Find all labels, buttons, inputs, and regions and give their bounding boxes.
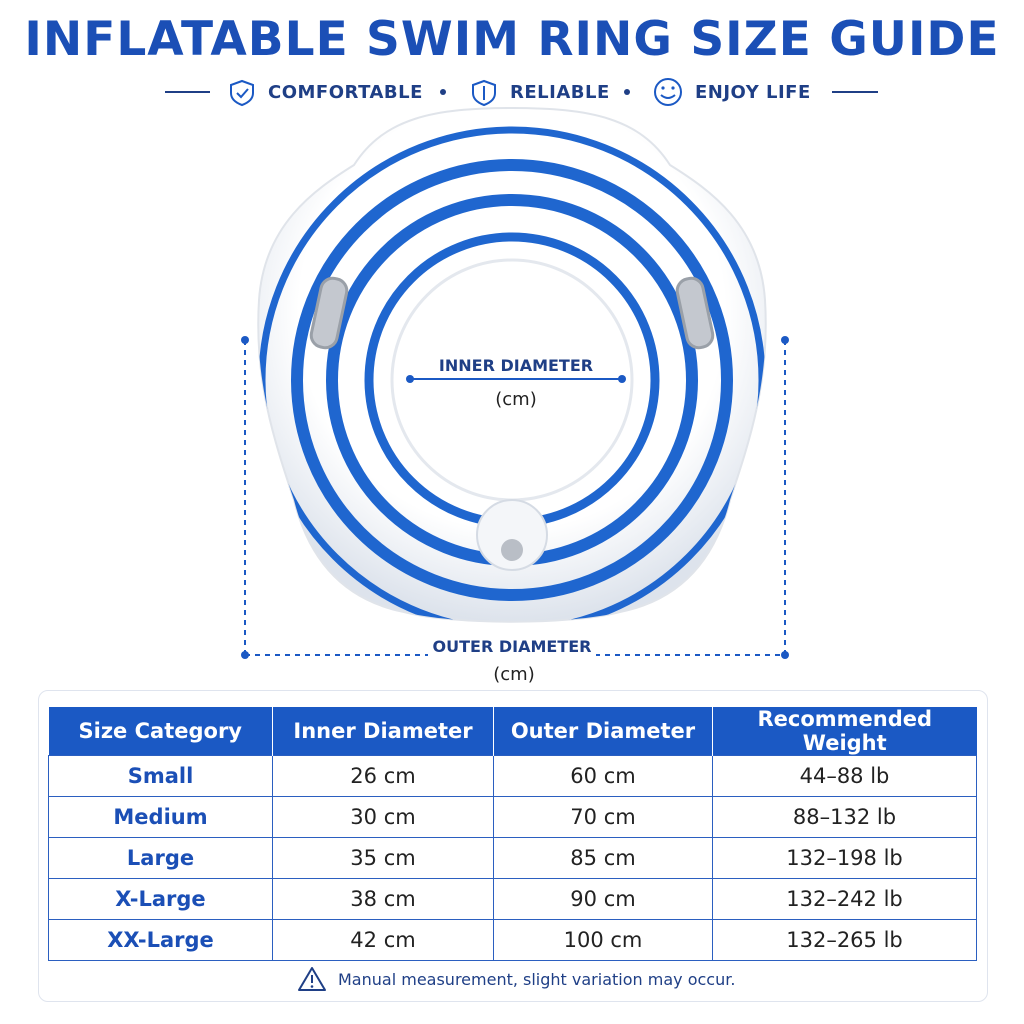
valve-base [476,499,548,571]
value-cell: 42 cm [272,919,494,961]
outer-label: OUTER DIAMETER [433,637,592,656]
feature: COMFORTABLE [268,82,423,103]
table-row: Medium 30 cm 70 cm 88–132 lb [48,796,977,838]
size-table: Size Category Inner Diameter Outer Diamete… [48,707,977,961]
stripe [291,159,733,601]
ring-diagram: INNER DIAMETER (cm) OUTER DIAMETER (cm) [241,106,789,685]
feature-icons [165,78,878,107]
inner-label: INNER DIAMETER [439,356,593,375]
value-cell: 26 cm [272,755,494,797]
feature-bar: COMFORTABLE RELIABLE ENJOY LIFE [0,78,1024,108]
header-cell: Size Category [48,707,273,756]
warning-dot [310,985,314,988]
size-cell: X-Large [48,878,273,920]
warning-triangle [298,967,326,991]
value-cell: 30 cm [272,796,494,838]
feature: RELIABLE [510,82,610,103]
smile-eye [661,86,665,90]
outer-unit: (cm) [493,664,534,685]
dim-dot [241,651,249,659]
size-cell: XX-Large [48,919,273,961]
header-cell: Inner Diameter [272,707,494,756]
dot [624,89,630,95]
inner-unit: (cm) [495,389,536,410]
value-cell: 70 cm [493,796,713,838]
valve [501,539,523,561]
dim-dot [406,375,414,383]
header-row: Size Category Inner Diameter Outer Diamete… [48,707,977,756]
table-card [38,690,988,1002]
value-cell: 100 cm [493,919,713,961]
smile-eye [671,86,675,90]
value-cell: 132–242 lb [712,878,977,920]
dim-dot [781,336,789,344]
size-cell: Medium [48,796,273,838]
dim-dot [241,336,249,344]
value-cell: 90 cm [493,878,713,920]
table-row: X-Large 38 cm 90 cm 132–242 lb [48,878,977,920]
label-bg [428,634,596,656]
dimension-dots [241,336,789,659]
shield-icon [472,79,496,107]
value-cell: 85 cm [493,837,713,879]
warning-icon [298,967,326,991]
value-cell: 44–88 lb [712,755,977,797]
dim-dot [781,651,789,659]
table-body: Small 26 cm 60 cm 44–88 lb Medium 30 cm 70 cm 8… [48,755,977,961]
value-cell: 88–132 lb [712,796,977,838]
value-cell: 60 cm [493,755,713,797]
dot [440,89,446,95]
table-row: XX-Large 42 cm 100 cm 132–265 lb [48,919,977,961]
value-cell: 38 cm [272,878,494,920]
shield-icon [230,79,254,107]
value-cell: 132–265 lb [712,919,977,961]
header-cell: Recommended Weight [712,707,977,756]
value-cell: 132–198 lb [712,837,977,879]
dim-dot [618,375,626,383]
handle [675,276,715,350]
table-row: Small 26 cm 60 cm 44–88 lb [48,755,977,797]
table-row: Large 35 cm 85 cm 132–198 lb [48,837,977,879]
handle [309,276,349,350]
smile-mouth [660,94,676,99]
size-cell: Small [48,755,273,797]
value-cell: 35 cm [272,837,494,879]
check-icon [236,88,249,99]
size-cell: Large [48,837,273,879]
footnote: Manual measurement, slight variation may… [338,970,736,989]
header-cell: Outer Diameter [493,707,713,756]
title: INFLATABLE SWIM RING SIZE GUIDE [24,12,1000,67]
feature: ENJOY LIFE [695,82,811,103]
smile-icon [654,78,682,106]
